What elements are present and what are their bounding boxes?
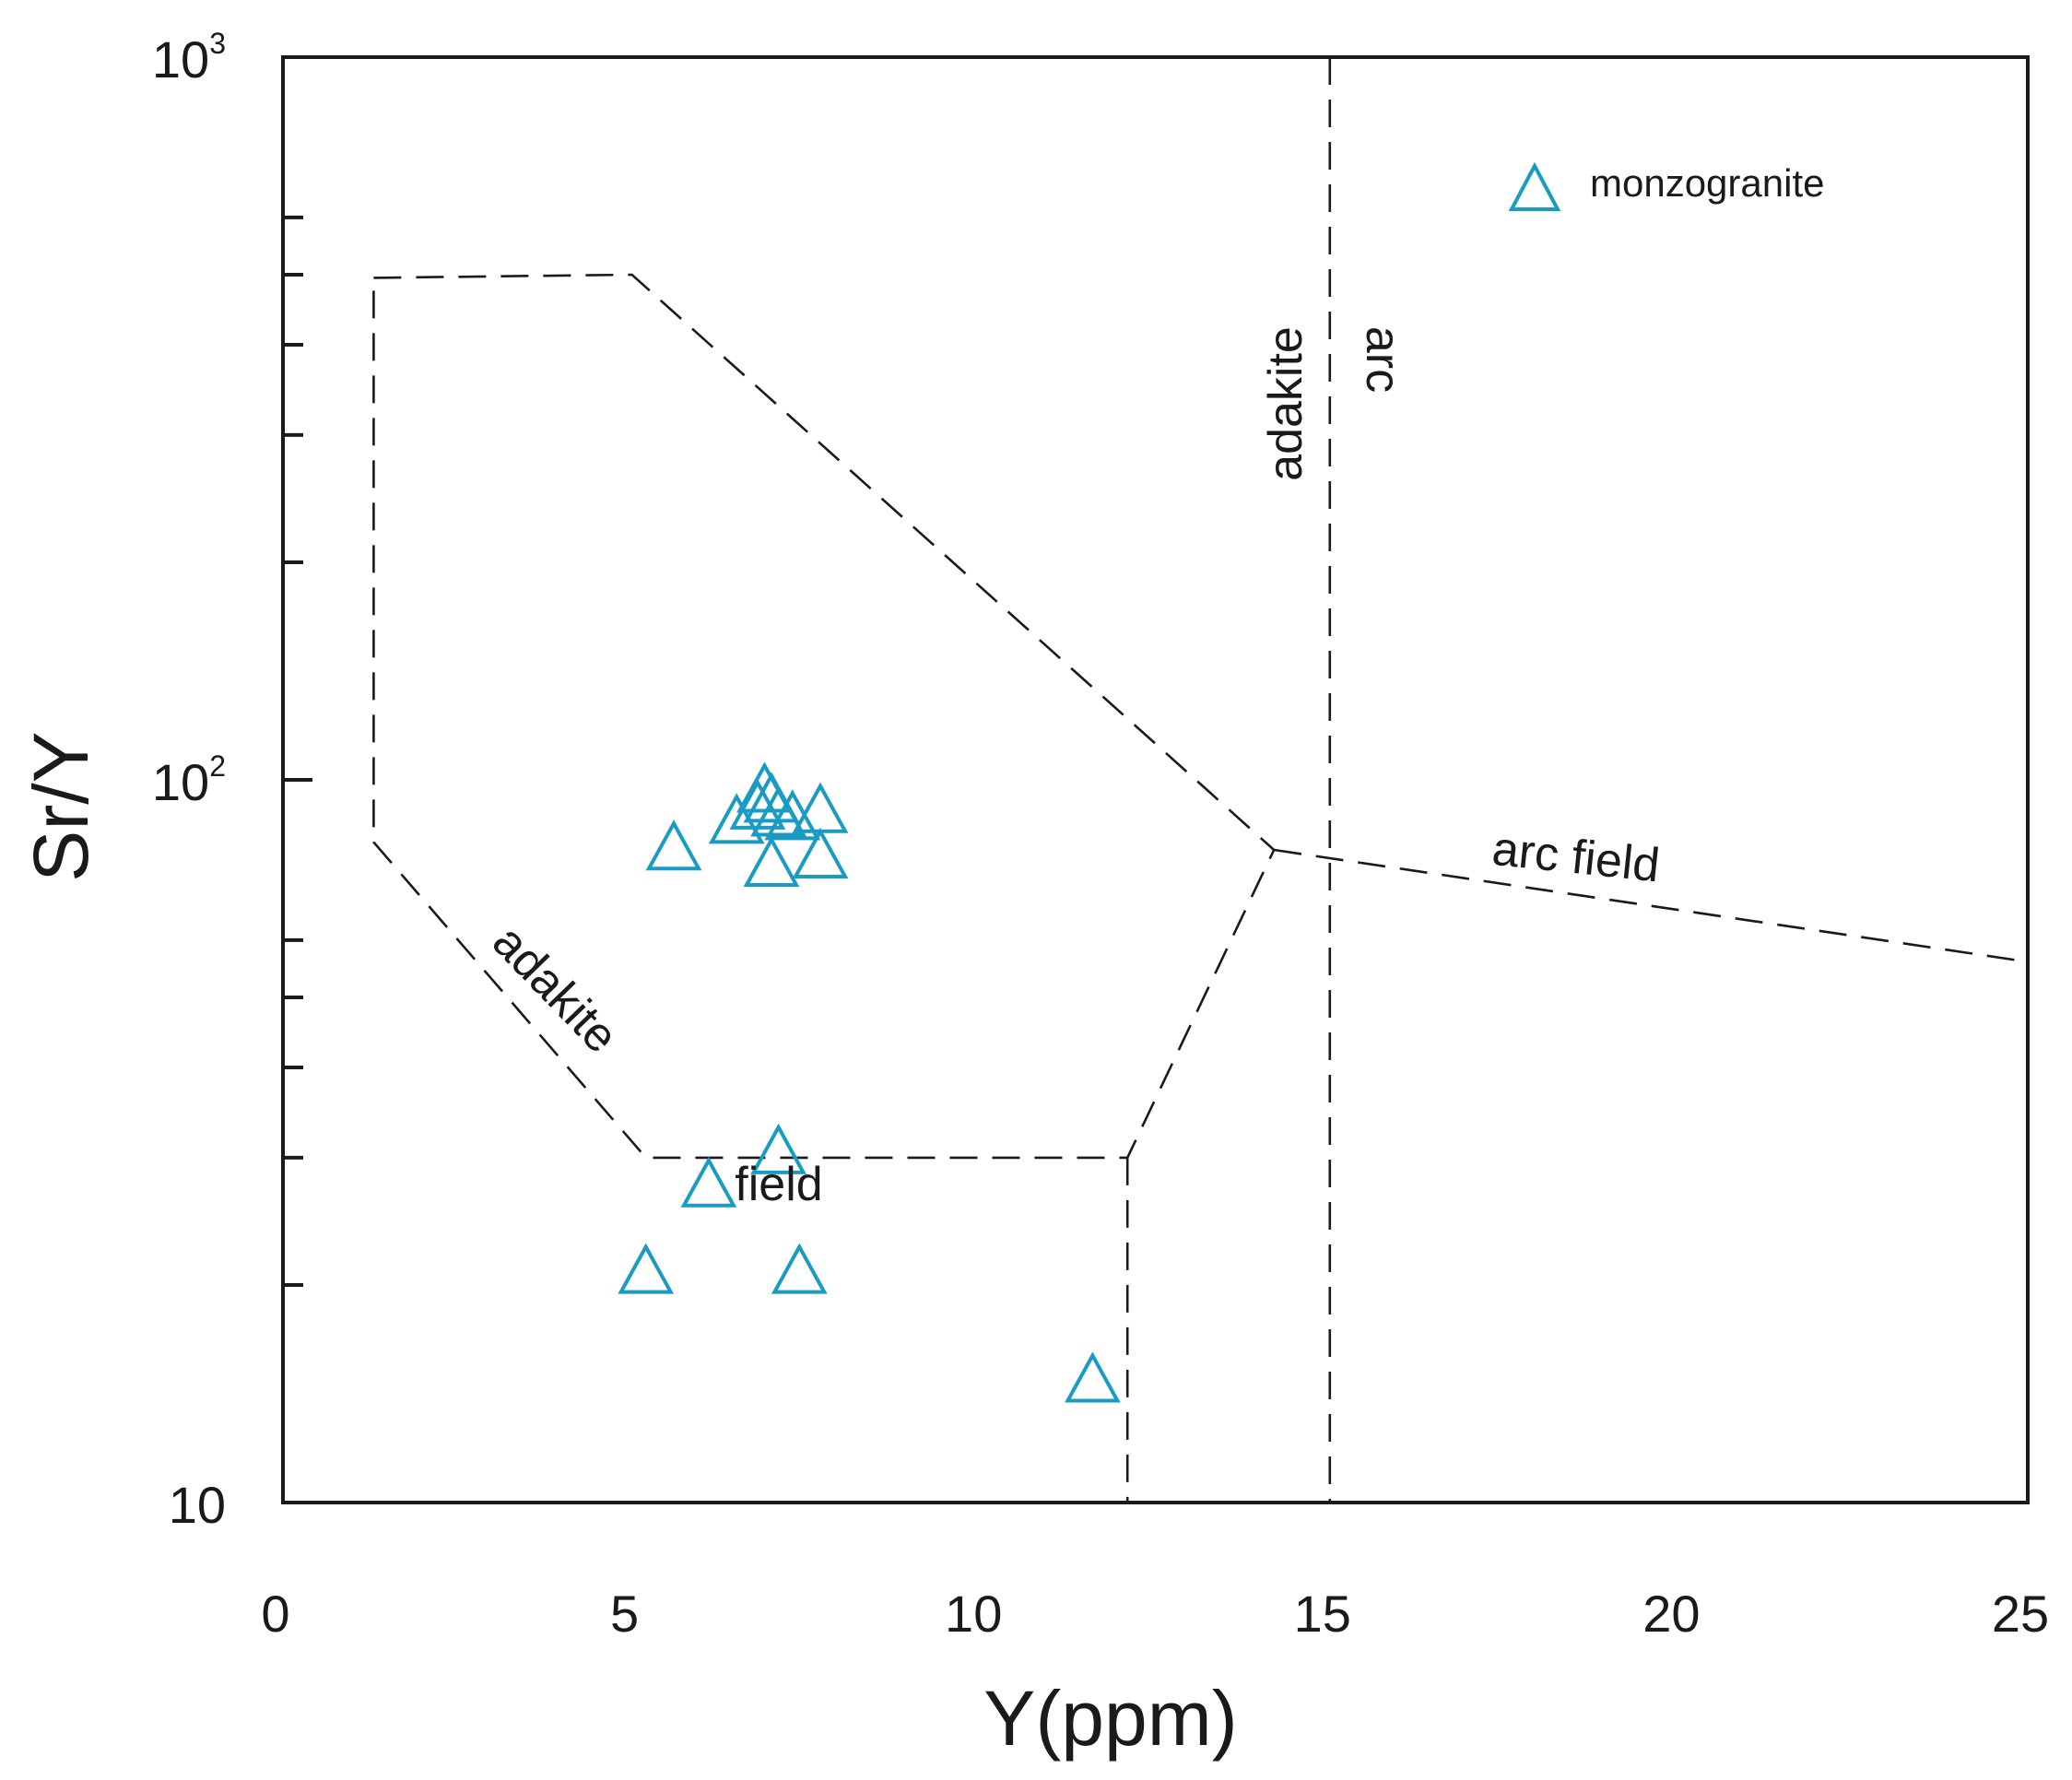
- data-point-triangle: [750, 785, 806, 837]
- data-point-triangle: [645, 819, 702, 871]
- x-axis-title: Y(ppm): [983, 1675, 1237, 1762]
- y-tick-label: 103: [152, 27, 226, 88]
- plot-frame: [281, 55, 2030, 1504]
- arc-label-vertical: arc: [1356, 326, 1409, 393]
- field-label-bottom: field: [735, 1158, 822, 1211]
- legend-triangle-marker: [1508, 161, 1561, 211]
- y-tick-label: 10: [169, 1476, 226, 1534]
- adakite-field: [372, 273, 1276, 1160]
- data-point-triangle: [750, 1123, 806, 1174]
- x-tick-label: 5: [610, 1585, 639, 1643]
- data-point-triangle: [618, 1243, 675, 1294]
- x-tick-label: 15: [1294, 1585, 1351, 1643]
- y-axis-title: Sr/Y: [18, 731, 104, 881]
- data-point-triangle: [680, 1156, 737, 1208]
- y-tick-label: 102: [152, 749, 226, 811]
- x-tick-label: 20: [1642, 1585, 1700, 1643]
- x-axis-ticks: 0 5 10 15 20 25: [261, 1585, 2049, 1643]
- x-tick-label: 25: [1992, 1585, 2049, 1643]
- adakite-field-label-diagonal: adakite: [482, 915, 628, 1064]
- x-tick-label: 10: [945, 1585, 1002, 1643]
- data-points: [618, 761, 1121, 1403]
- data-point-triangle: [792, 827, 849, 878]
- arc-field-label: arc field: [1489, 822, 1662, 893]
- legend: monzogranite: [1508, 161, 1824, 211]
- x-tick-label: 0: [261, 1585, 289, 1643]
- data-point-triangle: [1065, 1351, 1121, 1403]
- y-axis-ticks: 10 102 103: [152, 27, 312, 1534]
- field-boundaries: [372, 57, 2029, 1503]
- adakite-label-vertical: adakite: [1259, 326, 1313, 481]
- data-point-triangle: [743, 835, 800, 887]
- data-point-triangle: [771, 1243, 828, 1294]
- legend-label: monzogranite: [1590, 161, 1824, 205]
